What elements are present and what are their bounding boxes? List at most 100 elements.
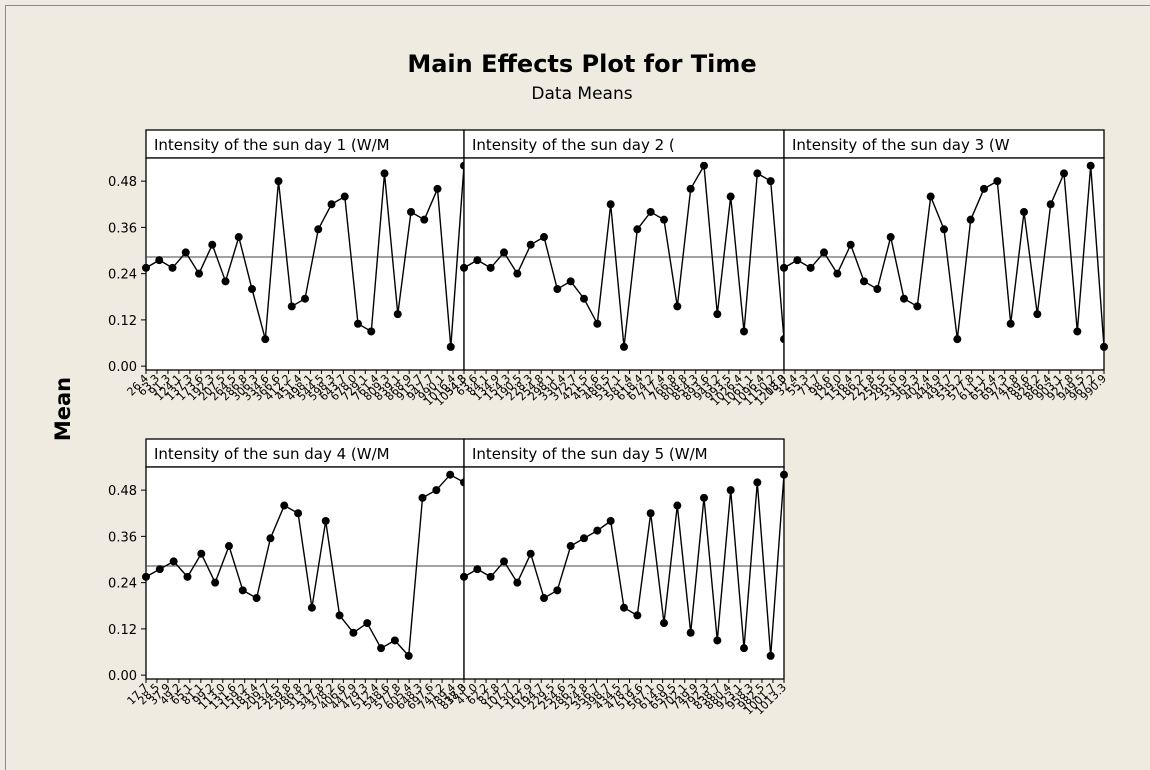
panel-3-point-6 bbox=[860, 277, 868, 286]
panel-3-point-14 bbox=[966, 215, 975, 224]
panel-4-point-19 bbox=[404, 651, 413, 660]
panel-5-plot-area bbox=[463, 466, 785, 680]
chart-subtitle: Data Means bbox=[531, 84, 632, 104]
panel-2-point-9 bbox=[580, 294, 588, 303]
panel-2-point-23 bbox=[766, 177, 775, 186]
panel-3-point-17 bbox=[1006, 319, 1015, 328]
y-tick-label-4-2: 0.24 bbox=[108, 577, 137, 592]
panel-4-point-15 bbox=[349, 628, 358, 637]
panel-4-label: Intensity of the sun day 4 (W/M bbox=[154, 445, 390, 463]
panel-5-point-2 bbox=[486, 572, 495, 581]
panel-3-point-15 bbox=[980, 184, 988, 193]
panel-1-point-8 bbox=[248, 285, 256, 294]
panel-2-point-2 bbox=[486, 263, 495, 272]
panel-3-point-11 bbox=[926, 192, 935, 201]
panel-1-strip bbox=[145, 129, 465, 159]
panel-1-plot-area bbox=[145, 157, 465, 371]
y-tick-label-4-4: 0.48 bbox=[108, 484, 137, 499]
panel-5-point-1 bbox=[473, 565, 482, 574]
panel-2-point-1 bbox=[473, 256, 482, 265]
panel-3-point-20 bbox=[1046, 200, 1055, 209]
panel-5-point-18 bbox=[700, 493, 708, 502]
panel-1-point-6 bbox=[221, 277, 230, 286]
panel-1-point-18 bbox=[380, 169, 389, 178]
panel-5-point-13 bbox=[633, 611, 642, 620]
panel-4-point-16 bbox=[363, 619, 372, 628]
panel-2-label: Intensity of the sun day 2 ( bbox=[472, 136, 675, 154]
panel-4-point-17 bbox=[377, 644, 386, 653]
panel-2: Intensity of the sun day 2 (34.363.684.1… bbox=[443, 129, 789, 408]
panel-3-point-16 bbox=[993, 177, 1002, 186]
panel-1-point-14 bbox=[327, 200, 336, 209]
panel-4-point-5 bbox=[211, 578, 220, 587]
panel-5-point-7 bbox=[553, 586, 562, 595]
panel-4-point-2 bbox=[169, 557, 178, 566]
panel-3-point-12 bbox=[940, 225, 948, 234]
panel-2-point-0 bbox=[460, 263, 468, 272]
panel-4-point-12 bbox=[307, 603, 316, 612]
panel-4-point-14 bbox=[335, 611, 344, 620]
panel-4-series-line bbox=[145, 473, 465, 658]
panel-4-point-7 bbox=[238, 586, 247, 595]
panel-1-point-11 bbox=[287, 302, 296, 311]
panel-3-point-13 bbox=[953, 335, 962, 344]
panel-3-point-0 bbox=[780, 263, 788, 272]
panel-4-point-11 bbox=[294, 509, 303, 518]
panel-4-point-18 bbox=[390, 636, 399, 645]
panel-3: Intensity of the sun day 3 (W13.032.455.… bbox=[763, 129, 1109, 403]
chart-title: Main Effects Plot for Time bbox=[407, 50, 756, 78]
panel-5: Intensity of the sun day 5 (W/M17.041.06… bbox=[443, 438, 789, 717]
panel-3-point-23 bbox=[1086, 161, 1095, 170]
panel-2-point-6 bbox=[540, 233, 548, 242]
panel-1-point-2 bbox=[168, 263, 177, 272]
panel-1-point-12 bbox=[301, 294, 309, 303]
panel-5-point-12 bbox=[620, 603, 628, 612]
panel-3-point-5 bbox=[846, 240, 855, 249]
panel-5-point-20 bbox=[726, 486, 735, 495]
panel-4-point-21 bbox=[432, 486, 441, 495]
panel-3-point-10 bbox=[913, 302, 922, 311]
panel-3-point-1 bbox=[793, 256, 802, 265]
panel-1-point-19 bbox=[393, 310, 402, 319]
panel-3-point-2 bbox=[806, 263, 815, 272]
panel-5-point-21 bbox=[740, 644, 748, 653]
panel-5-point-8 bbox=[566, 542, 575, 551]
panel-5-point-10 bbox=[593, 526, 602, 535]
panel-1-point-23 bbox=[446, 342, 455, 351]
panel-2-point-19 bbox=[713, 310, 722, 319]
panel-1-point-13 bbox=[314, 225, 323, 234]
panel-4-point-13 bbox=[321, 516, 330, 525]
panel-2-point-16 bbox=[673, 302, 682, 311]
panel-3-label: Intensity of the sun day 3 (W bbox=[792, 136, 1010, 154]
panel-1-point-16 bbox=[354, 319, 362, 328]
panel-5-point-3 bbox=[500, 557, 508, 566]
panel-1-point-4 bbox=[195, 269, 203, 278]
panel-3-point-21 bbox=[1060, 169, 1068, 178]
panel-1-point-0 bbox=[142, 263, 150, 272]
y-tick-label-1-3: 0.36 bbox=[108, 221, 137, 236]
panel-3-point-24 bbox=[1100, 342, 1108, 351]
panel-2-point-12 bbox=[620, 342, 628, 351]
panel-2-point-4 bbox=[513, 269, 522, 278]
panel-5-point-6 bbox=[540, 594, 548, 603]
panel-2-point-10 bbox=[593, 319, 602, 328]
panel-2-point-14 bbox=[646, 207, 655, 216]
panel-3-plot-area bbox=[783, 157, 1105, 371]
panel-2-point-20 bbox=[726, 192, 735, 201]
y-tick-label-4-3: 0.36 bbox=[108, 530, 137, 545]
panel-1: Intensity of the sun day 1 (W/M 0.00 0.12 0… bbox=[108, 129, 469, 408]
panel-3-point-7 bbox=[873, 285, 882, 294]
y-tick-label-1-0: 0.00 bbox=[108, 360, 137, 375]
panel-2-point-11 bbox=[606, 200, 615, 209]
panel-2-point-7 bbox=[553, 285, 562, 294]
panel-5-point-15 bbox=[660, 619, 668, 628]
panel-3-point-18 bbox=[1020, 207, 1028, 216]
panel-5-point-0 bbox=[460, 572, 468, 581]
panel-5-point-22 bbox=[753, 478, 762, 487]
panel-1-point-17 bbox=[367, 327, 376, 336]
panel-1-point-5 bbox=[208, 240, 217, 249]
panel-1-point-7 bbox=[234, 233, 243, 242]
chart-frame bbox=[5, 5, 1150, 770]
